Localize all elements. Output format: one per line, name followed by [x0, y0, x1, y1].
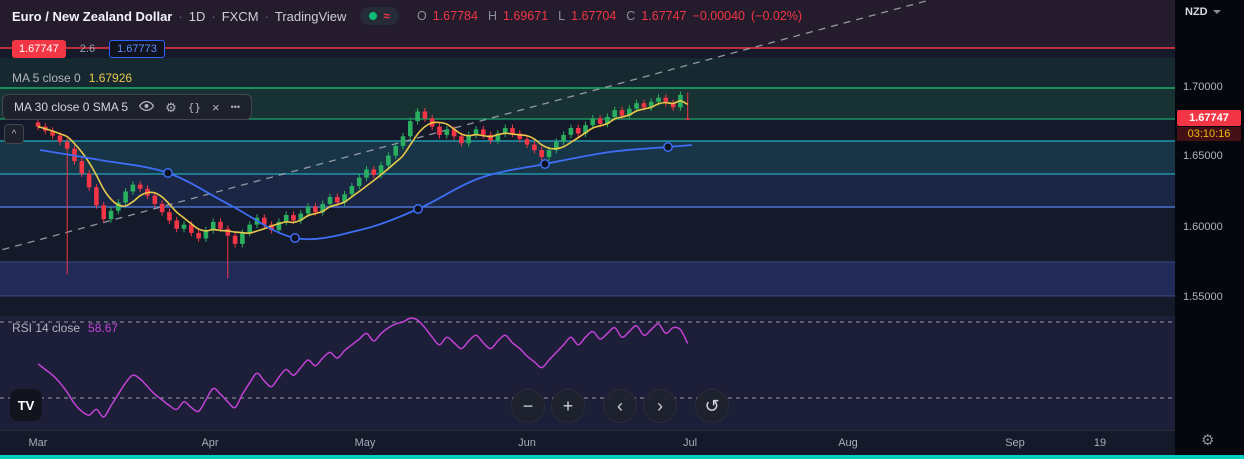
- chevron-up-icon: ^: [11, 128, 17, 140]
- current-price-tag: 1.67747: [1177, 110, 1241, 126]
- scroll-left-button[interactable]: ‹: [603, 389, 637, 423]
- low-value: 1.67704: [571, 9, 617, 23]
- symbol-title[interactable]: Euro / New Zealand Dollar: [12, 8, 173, 24]
- reset-chart-button[interactable]: ↺: [695, 389, 729, 423]
- exchange-label[interactable]: FXCM: [221, 8, 259, 24]
- ma5-legend[interactable]: MA 5 close 0 1.67926: [12, 71, 132, 85]
- close-label: C: [626, 9, 636, 23]
- change-percent: (−0.02%): [751, 9, 803, 23]
- pane-collapse-button[interactable]: ^: [4, 124, 24, 144]
- high-value: 1.69671: [502, 9, 549, 23]
- time-axis-label: Apr: [201, 437, 219, 449]
- brand-label: TradingView: [274, 8, 347, 24]
- line-value-label[interactable]: 2.6: [79, 43, 96, 55]
- chart-legend-header: Euro / New Zealand Dollar · 1D · FXCM · …: [12, 7, 802, 25]
- separator: ·: [178, 8, 183, 24]
- rsi-label: RSI 14 close: [12, 321, 81, 335]
- time-axis-label: 19: [1093, 437, 1107, 449]
- data-status-pill[interactable]: ≈: [360, 7, 400, 25]
- ma5-label: MA 5 close 0: [12, 71, 81, 85]
- more-options-icon[interactable]: •••: [230, 101, 241, 112]
- chart-nav-controls: − + ‹ › ↺: [511, 389, 729, 423]
- currency-selector[interactable]: NZD: [1185, 6, 1221, 18]
- low-label: L: [558, 9, 566, 23]
- alert-price-tag[interactable]: 1.67747: [12, 40, 66, 58]
- price-axis-panel[interactable]: NZD 1.70000 1.65000 1.60000 1.55000 1.67747…: [1175, 0, 1244, 459]
- time-axis-label: May: [354, 437, 376, 449]
- chevron-down-icon: [1212, 10, 1221, 14]
- time-axis-label: Jul: [682, 437, 698, 449]
- currency-label: NZD: [1185, 6, 1208, 18]
- scroll-right-button[interactable]: ›: [643, 389, 677, 423]
- time-axis-label: Sep: [1005, 437, 1025, 449]
- axis-settings-gear-icon[interactable]: ⚙: [1201, 432, 1215, 449]
- close-icon[interactable]: ×: [211, 99, 220, 115]
- timeframe-label[interactable]: 1D: [188, 8, 206, 24]
- time-axis-label: Jun: [518, 437, 536, 449]
- tradingview-logo-text: TV: [17, 397, 35, 413]
- separator: ·: [211, 8, 216, 24]
- price-axis-label: 1.55000: [1183, 291, 1223, 303]
- gear-icon[interactable]: ⚙: [165, 99, 177, 115]
- open-value: 1.67784: [432, 9, 478, 23]
- chart-canvas[interactable]: [0, 0, 1175, 430]
- bar-countdown: 03:10:16: [1177, 127, 1241, 141]
- time-axis-label: Aug: [838, 437, 858, 449]
- ma30-legend-toolbar[interactable]: MA 30 close 0 SMA 5 ⚙ {} × •••: [2, 94, 253, 120]
- delayed-data-icon: ≈: [383, 9, 391, 23]
- zoom-in-button[interactable]: +: [551, 389, 585, 423]
- price-axis-label: 1.65000: [1183, 150, 1223, 162]
- order-price-tag[interactable]: 1.67773: [109, 40, 165, 58]
- rsi-legend[interactable]: RSI 14 close 58.67: [12, 321, 118, 335]
- source-code-icon[interactable]: {}: [187, 100, 201, 114]
- bottom-accent-bar: [0, 455, 1244, 459]
- eye-icon[interactable]: [139, 100, 155, 114]
- time-axis[interactable]: Mar Apr May Jun Jul Aug Sep 19: [0, 430, 1175, 456]
- tradingview-logo[interactable]: TV: [10, 389, 42, 421]
- zoom-out-button[interactable]: −: [511, 389, 545, 423]
- price-line-labels: 1.67747 2.6 1.67773: [12, 40, 165, 58]
- close-value: 1.67747: [641, 9, 687, 23]
- separator: ·: [264, 8, 269, 24]
- rsi-value: 58.67: [88, 321, 119, 335]
- ma5-value: 1.67926: [88, 71, 133, 85]
- change-value: −0.00040: [692, 9, 745, 23]
- market-status-icon: [369, 12, 378, 20]
- ma30-label: MA 30 close 0 SMA 5: [14, 100, 129, 114]
- open-label: O: [417, 9, 427, 23]
- price-axis-label: 1.60000: [1183, 221, 1223, 233]
- high-label: H: [487, 9, 497, 23]
- time-axis-label: Mar: [28, 437, 48, 449]
- price-axis-label: 1.70000: [1183, 81, 1223, 93]
